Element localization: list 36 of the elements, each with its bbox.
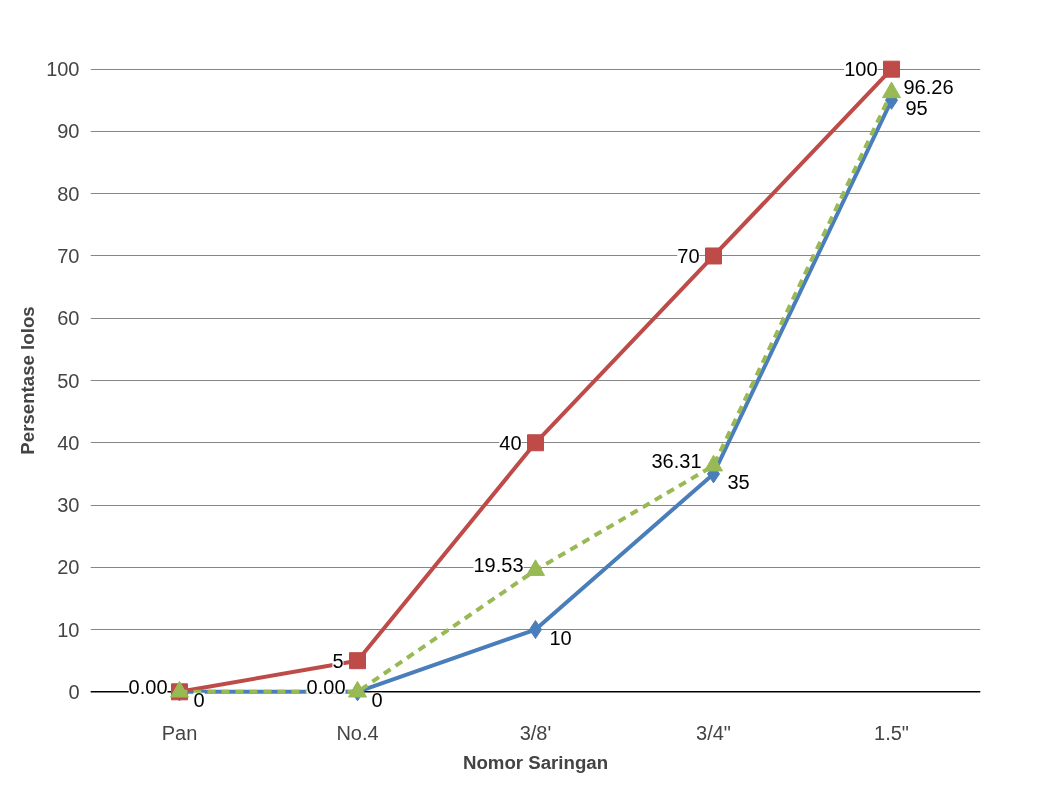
data-label: 96.26 — [903, 76, 954, 99]
y-tick-label: 70 — [57, 244, 80, 267]
data-label: 19.53 — [473, 554, 524, 577]
x-tick-label: 3/4" — [696, 721, 731, 744]
x-tick-label: Pan — [161, 721, 198, 744]
y-tick-label: 100 — [46, 58, 80, 81]
data-label: 100 — [844, 58, 878, 81]
point — [705, 247, 722, 265]
data-label: 95 — [905, 97, 928, 120]
x-tick-label: 3/8' — [519, 721, 552, 744]
y-tick-label: 60 — [57, 307, 80, 330]
y-tick-label: 50 — [57, 369, 80, 392]
data-label: 10 — [549, 626, 572, 649]
point — [527, 434, 544, 452]
x-tick-label: No.4 — [336, 721, 379, 744]
y-tick-label: 0 — [68, 680, 80, 703]
x-axis-title: Nomor Saringan — [462, 751, 609, 773]
y-axis-title: Persentase lolos — [17, 306, 39, 455]
data-label: 40 — [499, 431, 522, 454]
y-tick-label: 40 — [57, 431, 80, 454]
data-label: 0.00 — [128, 675, 168, 698]
data-label: 36.31 — [651, 449, 702, 472]
data-label: 35 — [727, 470, 750, 493]
point — [883, 60, 900, 78]
y-tick-label: 10 — [57, 618, 80, 641]
y-tick-label: 20 — [57, 556, 80, 579]
data-label: 5 — [332, 649, 344, 672]
data-label: 0.00 — [306, 675, 346, 698]
y-tick-label: 90 — [57, 120, 80, 143]
data-label: 70 — [677, 244, 700, 267]
y-tick-label: 80 — [57, 182, 80, 205]
x-tick-label: 1.5" — [874, 721, 909, 744]
data-label: 0 — [193, 688, 205, 711]
data-label: 0 — [371, 688, 383, 711]
point — [349, 652, 366, 670]
y-tick-label: 30 — [57, 494, 80, 517]
